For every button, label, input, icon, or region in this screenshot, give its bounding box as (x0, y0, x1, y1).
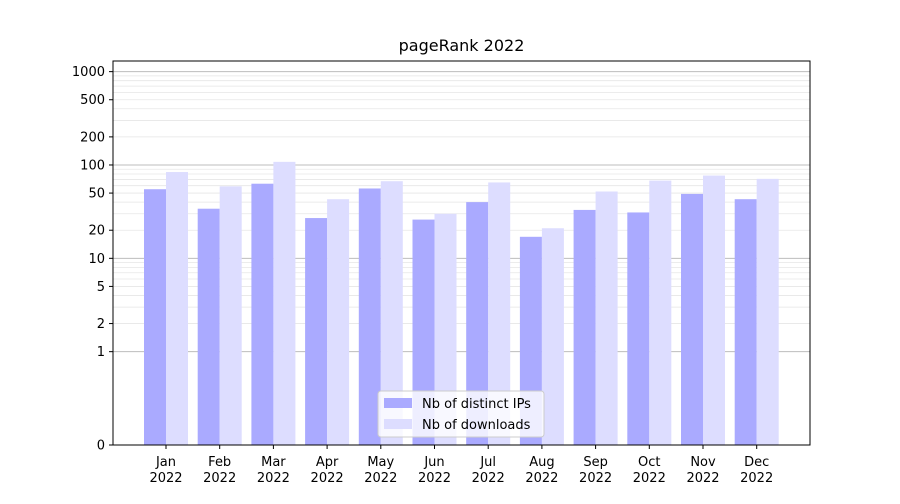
x-tick-label-year: 2022 (311, 471, 344, 486)
bar-downloads-jul (488, 182, 511, 445)
bar-distinct-ips-jul (466, 202, 489, 445)
y-tick-label: 0 (97, 439, 105, 454)
x-tick-label-year: 2022 (740, 471, 773, 486)
y-tick-label: 200 (80, 130, 105, 145)
bar-distinct-ips-nov (681, 193, 703, 445)
bar-distinct-ips-mar (251, 183, 274, 445)
legend-label: Nb of distinct IPs (422, 397, 531, 412)
x-tick-label-month: Apr (316, 455, 339, 470)
bar-distinct-ips-feb (197, 208, 220, 445)
y-tick-label: 100 (80, 158, 105, 173)
y-tick-label: 2 (97, 317, 105, 332)
bar-downloads-dec (756, 178, 779, 445)
bar-downloads-jun (434, 213, 457, 445)
bar-downloads-may (380, 181, 403, 446)
bar-downloads-mar (273, 161, 296, 446)
legend-swatch (384, 398, 412, 408)
x-tick-label-year: 2022 (203, 471, 236, 486)
x-tick-label-year: 2022 (364, 471, 397, 486)
bar-distinct-ips-dec (734, 199, 757, 445)
y-tick-label: 20 (88, 224, 105, 239)
bar-downloads-apr (327, 199, 350, 445)
x-tick-label-year: 2022 (686, 471, 719, 486)
bar-downloads-sep (595, 191, 618, 445)
y-tick-label: 500 (80, 93, 105, 108)
bar-downloads-aug (541, 228, 564, 445)
x-tick-label-month: Nov (690, 455, 716, 470)
x-tick-label-month: Jun (423, 455, 444, 470)
legend-label: Nb of downloads (422, 418, 531, 433)
y-tick-label: 1 (97, 345, 105, 360)
x-tick-label-year: 2022 (149, 471, 182, 486)
x-tick-label-month: Jan (155, 455, 176, 470)
bar-distinct-ips-apr (305, 218, 328, 445)
x-tick-label-year: 2022 (579, 471, 612, 486)
plot-frame (112, 60, 811, 446)
bar-downloads-jan (166, 172, 188, 445)
y-tick-label: 50 (88, 187, 105, 202)
x-tick-label-year: 2022 (525, 471, 558, 486)
y-tick-label: 10 (88, 252, 105, 267)
x-tick-label-month: Aug (529, 455, 554, 470)
x-tick-label-year: 2022 (633, 471, 666, 486)
bar-distinct-ips-jun (412, 219, 435, 445)
x-tick-label-month: Feb (208, 455, 231, 470)
bar-distinct-ips-oct (627, 212, 650, 445)
legend-box (377, 390, 545, 438)
bar-downloads-oct (649, 180, 672, 445)
x-tick-label-month: Dec (744, 455, 769, 470)
x-axis: Jan2022Feb2022Mar2022Apr2022May2022Jun20… (149, 445, 773, 486)
x-tick-label-year: 2022 (418, 471, 451, 486)
bar-distinct-ips-sep (573, 209, 596, 445)
bar-distinct-ips-jan (144, 189, 166, 445)
y-tick-label: 1000 (72, 65, 105, 80)
bar-downloads-nov (703, 175, 725, 445)
y-tick-label: 5 (97, 280, 105, 295)
x-tick-label-year: 2022 (257, 471, 290, 486)
chart-title: pageRank 2022 (399, 36, 525, 55)
bars-layer (144, 161, 779, 446)
bar-distinct-ips-may (358, 188, 381, 445)
x-tick-label-month: Jul (479, 455, 496, 470)
y-axis: 0 1 2 5 10 20 50 100 200 500 1000 (72, 65, 113, 454)
bar-downloads-feb (219, 186, 242, 445)
x-tick-label-month: Mar (261, 455, 286, 470)
x-tick-label-year: 2022 (472, 471, 505, 486)
x-tick-label-month: May (367, 455, 394, 470)
legend: Nb of distinct IPs Nb of downloads (377, 390, 545, 438)
x-tick-label-month: Sep (583, 455, 608, 470)
legend-swatch (384, 419, 412, 429)
x-tick-label-month: Oct (638, 455, 660, 470)
